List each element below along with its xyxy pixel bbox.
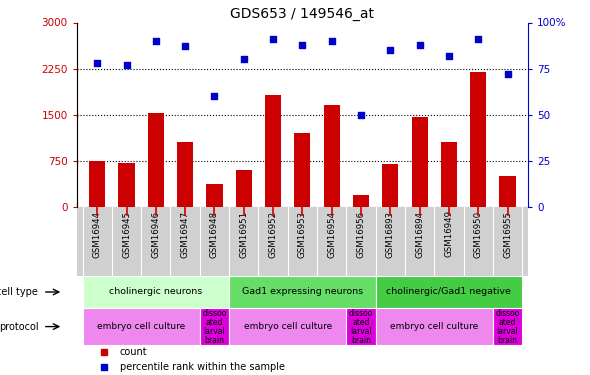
Bar bbox=[119, 163, 135, 207]
Text: percentile rank within the sample: percentile rank within the sample bbox=[120, 362, 284, 372]
Bar bbox=[83, 308, 200, 345]
Text: GSM16954: GSM16954 bbox=[327, 210, 336, 258]
Text: cholinergic neurons: cholinergic neurons bbox=[109, 288, 202, 297]
Bar bbox=[177, 142, 193, 207]
Point bbox=[151, 38, 160, 44]
Point bbox=[93, 60, 102, 66]
Text: GSM16944: GSM16944 bbox=[93, 210, 101, 258]
Text: count: count bbox=[120, 347, 147, 357]
Bar bbox=[376, 308, 493, 345]
Text: GSM16955: GSM16955 bbox=[503, 210, 512, 258]
Text: embryo cell culture: embryo cell culture bbox=[390, 322, 478, 331]
Text: GSM16894: GSM16894 bbox=[415, 210, 424, 258]
Point bbox=[209, 93, 219, 99]
Text: GSM16948: GSM16948 bbox=[210, 210, 219, 258]
Text: embryo cell culture: embryo cell culture bbox=[97, 322, 185, 331]
Bar bbox=[83, 276, 229, 308]
Text: GSM16950: GSM16950 bbox=[474, 210, 483, 258]
Bar bbox=[346, 308, 376, 345]
Bar bbox=[229, 276, 376, 308]
Title: GDS653 / 149546_at: GDS653 / 149546_at bbox=[230, 8, 375, 21]
Text: GSM16953: GSM16953 bbox=[298, 210, 307, 258]
Point bbox=[474, 36, 483, 42]
Text: dissoo
ated
larval
brain: dissoo ated larval brain bbox=[202, 309, 227, 345]
Bar bbox=[412, 117, 428, 207]
Bar bbox=[376, 276, 522, 308]
Point bbox=[503, 71, 512, 77]
Text: GSM16947: GSM16947 bbox=[181, 210, 189, 258]
Text: GSM16956: GSM16956 bbox=[356, 210, 365, 258]
Point bbox=[268, 36, 278, 42]
Point bbox=[415, 42, 424, 48]
Bar bbox=[206, 184, 222, 207]
Bar bbox=[470, 72, 486, 207]
Text: GSM16893: GSM16893 bbox=[386, 210, 395, 258]
Bar bbox=[200, 308, 229, 345]
Text: cell type: cell type bbox=[0, 287, 38, 297]
Text: dissoo
ated
larval
brain: dissoo ated larval brain bbox=[496, 309, 520, 345]
Point bbox=[122, 62, 131, 68]
Text: dissoo
ated
larval
brain: dissoo ated larval brain bbox=[349, 309, 373, 345]
Point bbox=[239, 56, 248, 62]
Text: protocol: protocol bbox=[0, 322, 38, 332]
Text: GSM16945: GSM16945 bbox=[122, 210, 131, 258]
Bar bbox=[324, 105, 340, 207]
Point bbox=[444, 53, 454, 59]
Text: GSM16952: GSM16952 bbox=[268, 210, 277, 258]
Point bbox=[356, 112, 366, 118]
Point bbox=[327, 38, 336, 44]
Point bbox=[386, 47, 395, 53]
Text: embryo cell culture: embryo cell culture bbox=[244, 322, 332, 331]
Bar bbox=[353, 195, 369, 207]
Text: GSM16951: GSM16951 bbox=[240, 210, 248, 258]
Text: GSM16949: GSM16949 bbox=[444, 210, 454, 257]
Text: cholinergic/Gad1 negative: cholinergic/Gad1 negative bbox=[386, 288, 512, 297]
Bar bbox=[235, 170, 252, 207]
Text: Gad1 expressing neurons: Gad1 expressing neurons bbox=[242, 288, 363, 297]
Bar bbox=[265, 95, 281, 207]
Point bbox=[297, 42, 307, 48]
Bar bbox=[441, 142, 457, 207]
Bar bbox=[229, 308, 346, 345]
Bar bbox=[500, 176, 516, 207]
Bar bbox=[89, 161, 105, 207]
Bar bbox=[148, 113, 164, 207]
Bar bbox=[493, 308, 522, 345]
Bar bbox=[382, 164, 398, 207]
Bar bbox=[294, 133, 310, 207]
Point bbox=[181, 44, 190, 50]
Text: GSM16946: GSM16946 bbox=[151, 210, 160, 258]
